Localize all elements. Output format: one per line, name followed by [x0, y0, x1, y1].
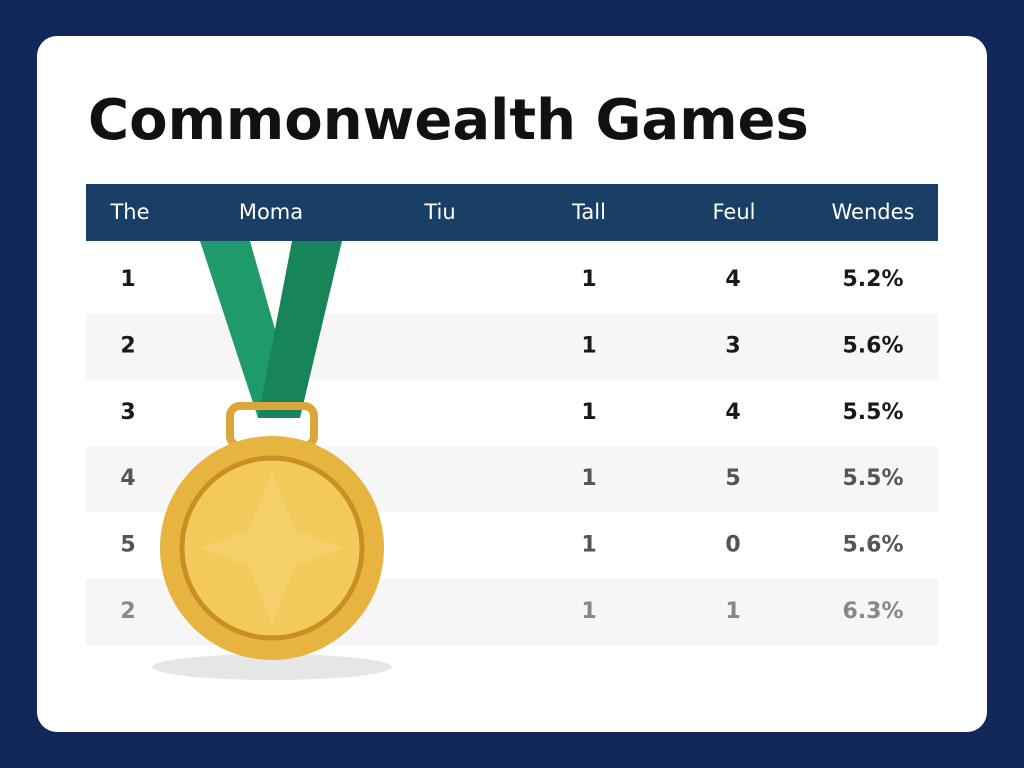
cell: 5.6%: [842, 533, 903, 558]
title: Commonwealth Games: [88, 88, 809, 153]
cell: 4: [725, 400, 740, 425]
cell: 5: [120, 533, 135, 558]
cell: 5.5%: [842, 400, 903, 425]
table-header: The Moma Tiu Tall Feul Wendes: [109, 200, 914, 224]
medal-shadow: [152, 654, 392, 680]
cell: 1: [581, 466, 596, 491]
cell: 5.5%: [842, 466, 903, 491]
cell: 5: [725, 466, 740, 491]
header-cell: Moma: [239, 200, 303, 224]
header-cell: Tall: [571, 200, 606, 224]
cell: 6.3%: [842, 599, 903, 624]
cell: 1: [120, 267, 135, 292]
cell: 1: [581, 267, 596, 292]
header-cell: Wendes: [832, 200, 915, 224]
cell: 1: [581, 333, 596, 358]
cell: 5.6%: [842, 333, 903, 358]
header-cell: The: [109, 200, 149, 224]
cell: 1: [725, 599, 740, 624]
header-cell: Feul: [713, 200, 756, 224]
cell: 2: [120, 333, 135, 358]
cell: 4: [725, 267, 740, 292]
cell: 1: [581, 599, 596, 624]
cell: 0: [725, 533, 740, 558]
cell: 3: [120, 400, 135, 425]
cell: 1: [581, 533, 596, 558]
row-stripe: [86, 313, 938, 380]
header-bar: [86, 184, 938, 241]
header-cell: Tiu: [423, 200, 455, 224]
cell: 3: [725, 333, 740, 358]
cell: 5.2%: [842, 267, 903, 292]
ribbon-right: [258, 241, 342, 418]
cell: 1: [581, 400, 596, 425]
medal: [152, 241, 392, 680]
cell: 4: [120, 466, 135, 491]
medal-star: [199, 470, 345, 626]
cell: 2: [120, 599, 135, 624]
